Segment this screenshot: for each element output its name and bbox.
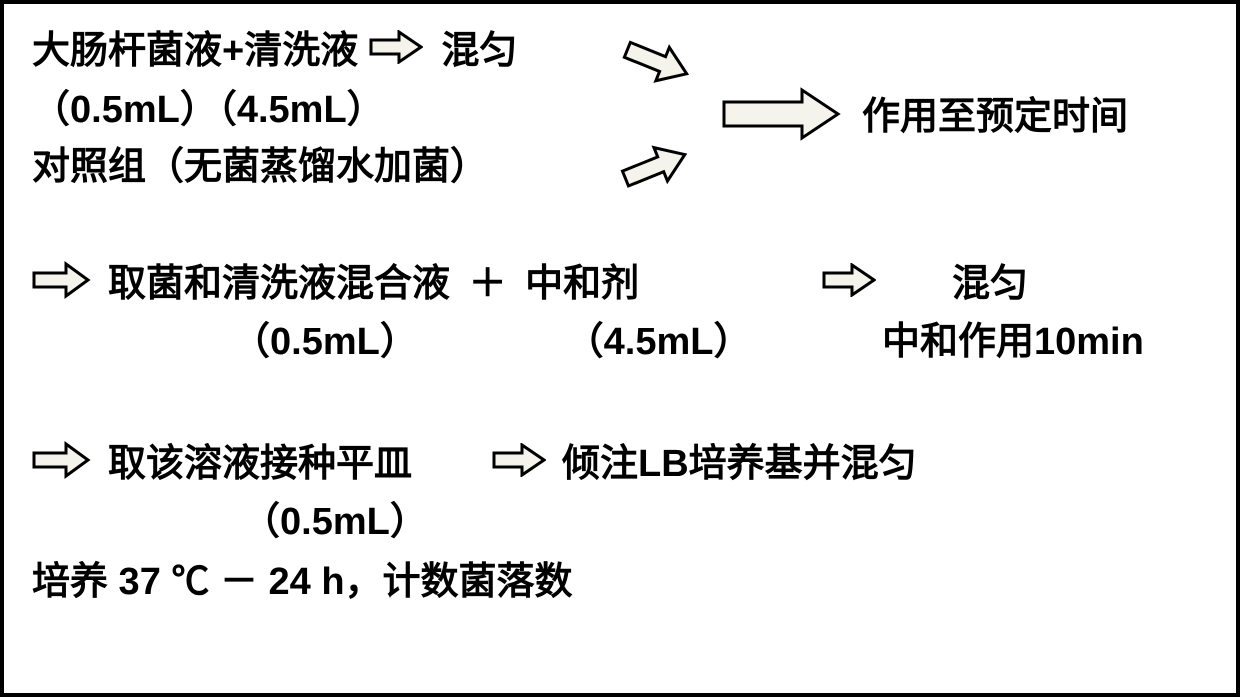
s2-l1a: 取菌和清洗液混合液	[108, 263, 450, 305]
s2-l1b: 中和剂	[525, 263, 639, 305]
s3-l1b: 倾注LB培养基并混匀	[562, 439, 917, 490]
s3-l3: 培养 37 ℃ － 24 h，计数菌落数	[32, 557, 573, 608]
arrow-icon	[722, 86, 842, 147]
section-1: 大肠杆菌液+清洗液 混匀 （0.5mL）（4.5mL） 对照组（无菌蒸馏水加菌）…	[32, 26, 1208, 211]
diagram-frame: 大肠杆菌液+清洗液 混匀 （0.5mL）（4.5mL） 对照组（无菌蒸馏水加菌）…	[0, 0, 1240, 697]
s3-l2: （0.5mL）	[242, 497, 428, 548]
arrow-icon	[369, 27, 423, 78]
arrow-icon	[32, 261, 92, 304]
section-2: 取菌和清洗液混合液 ＋ 中和剂 混匀 （0.5mL） （4.5mL） 中和作用1…	[32, 259, 1208, 399]
arrow-icon	[492, 443, 546, 482]
s1-line2: （0.5mL）（4.5mL）	[32, 85, 517, 136]
s1-line3: 对照组（无菌蒸馏水加菌）	[32, 142, 517, 193]
s2-r2: 中和作用10min	[882, 317, 1144, 368]
s1-line1b: 混匀	[441, 30, 517, 72]
arrow-icon	[615, 29, 698, 101]
arrow-icon	[615, 133, 698, 205]
section-3: 取该溶液接种平皿 倾注LB培养基并混匀 （0.5mL） 培养 37 ℃ － 24…	[32, 439, 1208, 619]
s1-right: 作用至预定时间	[862, 92, 1128, 143]
arrow-icon	[822, 263, 876, 302]
arrow-icon	[32, 441, 92, 484]
s2-l2: （0.5mL） （4.5mL）	[232, 317, 751, 368]
s3-l1a: 取该溶液接种平皿	[108, 439, 412, 490]
s1-line1a: 大肠杆菌液+清洗液	[32, 30, 358, 72]
s2-r1: 混匀	[952, 259, 1028, 310]
